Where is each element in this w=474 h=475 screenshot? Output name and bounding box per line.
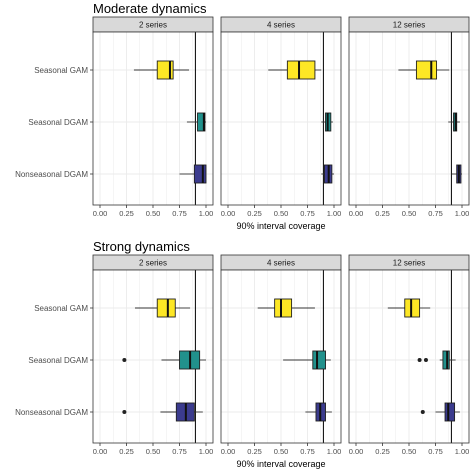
facet-strip-label: 2 series [139,259,167,268]
x-tick-label: 0.00 [221,209,236,218]
x-tick-label: 0.75 [300,447,315,456]
y-category-label: Nonseasonal DGAM [15,408,88,417]
x-tick-label: 0.25 [375,209,390,218]
x-tick-label: 0.75 [172,447,187,456]
box-iqr [193,164,207,184]
x-tick-label: 0.00 [93,447,108,456]
boxplot-seasonal-dgam [448,112,460,132]
boxplot-seasonal-dgam [283,350,331,370]
boxplot-seasonal-dgam [321,112,333,132]
x-tick-label: 0.75 [428,447,443,456]
boxplot-nonseasonal-dgam [420,402,460,422]
outlier-point [417,358,422,362]
facet-panel: 12 series 0.00 0.25 0.50 0.75 1.00 [348,254,470,456]
boxplot-seasonal-gam [268,60,322,80]
box-iqr [286,60,316,80]
x-tick-label: 0.25 [375,447,390,456]
y-category-label: Seasonal DGAM [28,356,88,365]
box-iqr [312,350,326,370]
chart-title: Strong dynamics [93,239,190,254]
facet-strip-label: 2 series [139,21,167,30]
facet-strip-label: 12 series [393,21,425,30]
x-tick-label: 0.00 [221,447,236,456]
x-tick-label: 0.50 [146,209,161,218]
x-tick-label: 0.25 [119,447,134,456]
box-iqr [404,298,421,318]
facet-panel: 2 series 0.00 0.25 0.50 0.75 1.00 [92,254,214,456]
y-category-label: Seasonal GAM [34,304,88,313]
x-tick-label: 0.50 [402,447,417,456]
boxplot-nonseasonal-dgam [122,402,203,422]
box-iqr [274,298,293,318]
facet-strip-label: 12 series [393,259,425,268]
box-iqr [442,350,450,370]
boxplot-seasonal-dgam [417,350,456,370]
box-iqr [156,298,176,318]
x-tick-label: 0.75 [172,209,187,218]
outlier-point [423,358,428,362]
boxplot-seasonal-gam [387,298,431,318]
x-tick-label: 0.00 [349,447,364,456]
y-category-label: Seasonal GAM [34,66,88,75]
x-tick-label: 0.25 [119,209,134,218]
x-axis-title: 90% interval coverage [236,221,325,231]
box-iqr [444,402,456,422]
x-tick-label: 1.00 [199,209,214,218]
facet-strip-label: 4 series [267,259,295,268]
chart-title: Moderate dynamics [93,1,207,16]
x-tick-label: 0.75 [300,209,315,218]
boxplot-nonseasonal-dgam [305,402,332,422]
boxplot-nonseasonal-dgam [451,164,462,184]
x-tick-label: 0.25 [247,209,262,218]
box-iqr [415,60,438,80]
boxplot-seasonal-gam [133,60,190,80]
boxplot-nonseasonal-dgam [179,164,207,184]
facet-panel: 4 series 0.00 0.25 0.50 0.75 1.00 [220,16,342,218]
box-iqr [197,112,206,132]
x-tick-label: 0.25 [247,447,262,456]
x-tick-label: 0.00 [93,209,108,218]
x-tick-label: 1.00 [327,209,342,218]
boxplot-seasonal-dgam [186,112,206,132]
y-category-label: Nonseasonal DGAM [15,170,88,179]
x-axis-title: 90% interval coverage [236,459,325,469]
chart-block-0: Moderate dynamics 2 series 0.00 0.25 0.50 0.7… [15,1,470,231]
x-tick-label: 0.50 [274,209,289,218]
x-tick-label: 1.00 [327,447,342,456]
x-tick-label: 1.00 [455,209,470,218]
x-tick-label: 0.50 [274,447,289,456]
outlier-point [122,410,127,414]
boxplot-seasonal-gam [257,298,315,318]
x-tick-label: 0.50 [402,209,417,218]
boxplot-seasonal-dgam [122,350,206,370]
facet-strip-label: 4 series [267,21,295,30]
boxplot-seasonal-gam [398,60,450,80]
x-tick-label: 0.75 [428,209,443,218]
x-tick-label: 0.50 [146,447,161,456]
outlier-point [420,410,425,414]
boxplot-seasonal-gam [134,298,191,318]
x-tick-label: 1.00 [455,447,470,456]
x-tick-label: 1.00 [199,447,214,456]
boxplot-nonseasonal-dgam [321,164,334,184]
facet-panel: 12 series 0.00 0.25 0.50 0.75 1.00 [348,16,470,218]
facet-panel: 4 series 0.00 0.25 0.50 0.75 1.00 [220,254,342,456]
x-tick-label: 0.00 [349,209,364,218]
facet-panel: 2 series 0.00 0.25 0.50 0.75 1.00 [92,16,214,218]
y-category-label: Seasonal DGAM [28,118,88,127]
outlier-point [122,358,127,362]
